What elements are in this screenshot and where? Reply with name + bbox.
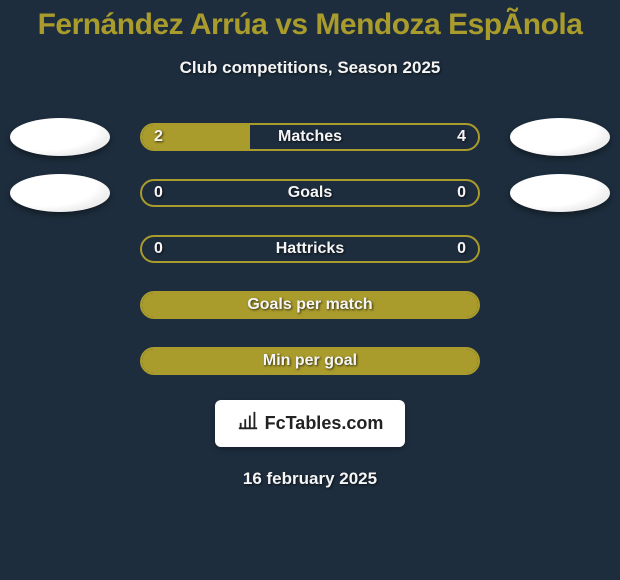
player-left-avatar <box>10 118 110 156</box>
bar-chart-icon <box>237 410 259 437</box>
date-label: 16 february 2025 <box>243 469 377 489</box>
stat-bar: 00Hattricks <box>140 235 480 263</box>
player-right-avatar <box>510 118 610 156</box>
stat-label: Hattricks <box>142 240 478 258</box>
stat-row: Min per goal <box>0 342 620 380</box>
stat-bar: 24Matches <box>140 123 480 151</box>
stats-container: 24Matches 00Goals 00Hattricks Goals per mat… <box>0 118 620 380</box>
stat-label: Min per goal <box>142 352 478 370</box>
stat-label: Goals per match <box>142 296 478 314</box>
stat-bar: 00Goals <box>140 179 480 207</box>
stat-row: 00Hattricks <box>0 230 620 268</box>
page-subtitle: Club competitions, Season 2025 <box>180 58 441 78</box>
stat-label: Goals <box>142 184 478 202</box>
stat-row: 00Goals <box>0 174 620 212</box>
stat-bar: Min per goal <box>140 347 480 375</box>
stat-label: Matches <box>142 128 478 146</box>
brand-label: FcTables.com <box>265 413 384 434</box>
player-right-avatar <box>510 174 610 212</box>
stat-row: Goals per match <box>0 286 620 324</box>
stat-row: 24Matches <box>0 118 620 156</box>
comparison-infographic: Fernández Arrúa vs Mendoza EspÃnola Club… <box>0 0 620 580</box>
stat-bar: Goals per match <box>140 291 480 319</box>
brand-badge: FcTables.com <box>215 400 406 447</box>
player-left-avatar <box>10 174 110 212</box>
page-title: Fernández Arrúa vs Mendoza EspÃnola <box>38 8 583 42</box>
